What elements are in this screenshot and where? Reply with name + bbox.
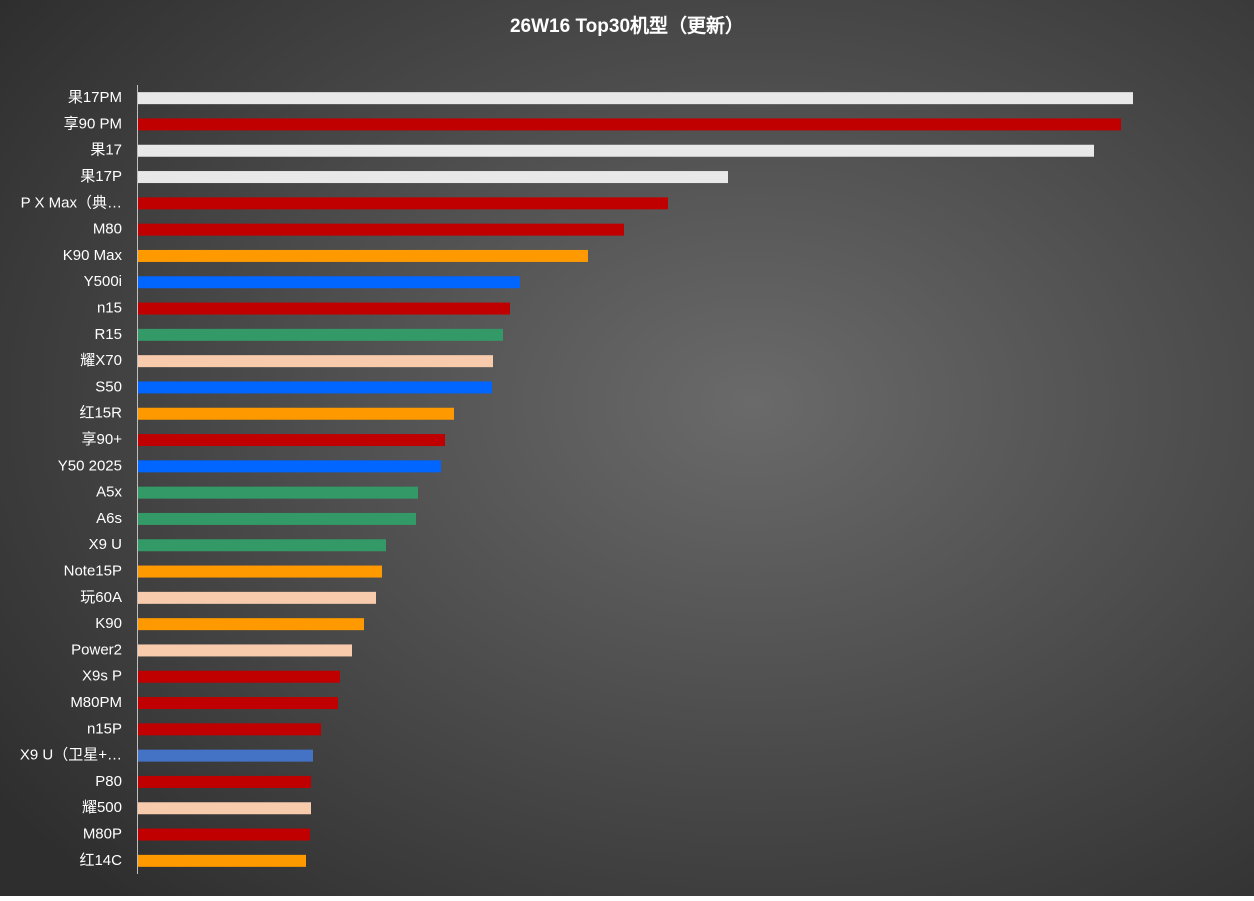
bar [138, 223, 624, 236]
y-tick-label: 果17 [90, 142, 122, 159]
bar [138, 697, 338, 710]
y-tick-label: 耀X70 [80, 352, 122, 369]
bar [138, 197, 668, 210]
bar [138, 670, 340, 683]
bar [138, 407, 454, 420]
y-tick-label: 果17PM [68, 89, 122, 106]
bar [138, 355, 493, 368]
y-tick-label: 果17P [80, 168, 122, 185]
y-tick-label: 享90+ [82, 431, 123, 448]
bar [138, 92, 1133, 105]
bar [138, 302, 510, 315]
bar [138, 775, 311, 788]
bar [138, 249, 588, 262]
y-tick-label: P X Max（典… [21, 194, 122, 211]
y-tick-label: n15P [87, 720, 122, 737]
y-tick-label: Y50 2025 [58, 457, 122, 474]
bar [138, 434, 445, 447]
y-tick-label: A6s [96, 510, 122, 527]
y-tick-label: M80PM [70, 694, 122, 711]
y-tick-label: M80P [83, 826, 122, 843]
bar [138, 591, 376, 604]
bar [138, 565, 382, 578]
bar [138, 486, 418, 499]
y-tick-label: 玩60A [80, 589, 122, 606]
y-tick-label: S50 [95, 378, 122, 395]
y-tick-label: 红15R [79, 405, 122, 422]
y-tick-label: P80 [95, 773, 122, 790]
bar [138, 276, 520, 289]
bar [138, 144, 1094, 157]
y-tick-label: 享90 PM [64, 115, 122, 132]
bar [138, 802, 311, 815]
y-tick-label: 红14C [79, 852, 122, 869]
y-tick-label: Note15P [64, 563, 122, 580]
bar [138, 854, 306, 867]
y-tick-label: Power2 [71, 641, 122, 658]
bar [138, 512, 416, 525]
y-tick-label: R15 [94, 326, 122, 343]
bar [138, 118, 1121, 131]
bar [138, 644, 352, 657]
y-tick-label: X9 U（卫星+… [20, 747, 122, 764]
bar [138, 618, 364, 631]
bar [138, 171, 728, 184]
y-tick-label: X9 U [89, 536, 122, 553]
y-tick-label: M80 [93, 221, 122, 238]
y-tick-label: Y500i [84, 273, 122, 290]
bar [138, 328, 503, 341]
y-tick-label: X9s P [82, 668, 122, 685]
chart-title: 26W16 Top30机型（更新） [510, 14, 744, 37]
bar [138, 381, 492, 394]
y-tick-label: A5x [96, 484, 122, 501]
bar [138, 539, 386, 552]
bar [138, 460, 441, 473]
bar [138, 749, 313, 762]
y-tick-label: n15 [97, 300, 122, 317]
y-tick-label: 耀500 [82, 799, 122, 816]
y-tick-label: K90 Max [63, 247, 123, 264]
y-tick-label: K90 [95, 615, 122, 632]
bar [138, 828, 310, 841]
bar [138, 723, 321, 736]
